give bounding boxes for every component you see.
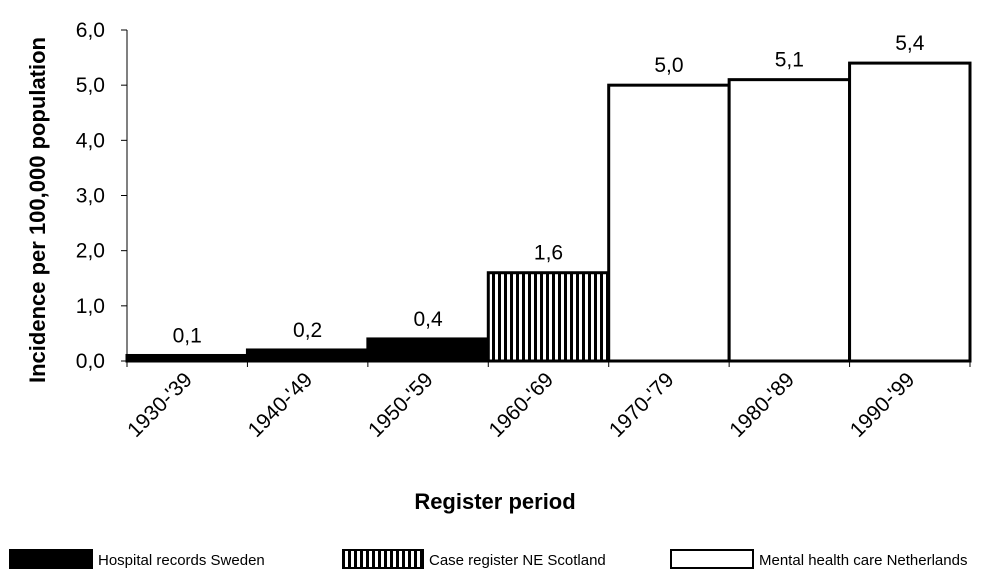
data-label: 1,6 bbox=[534, 242, 563, 265]
legend-swatch bbox=[9, 549, 93, 569]
legend-item: Hospital records Sweden bbox=[9, 549, 265, 569]
y-axis-label: Incidence per 100,000 population bbox=[25, 37, 50, 383]
bar-1980-'89 bbox=[727, 78, 852, 363]
y-axis-title: Incidence per 100,000 population bbox=[25, 37, 50, 383]
data-label: 0,1 bbox=[173, 324, 202, 347]
y-tick-label: 2,0 bbox=[76, 240, 105, 263]
legend: Hospital records Sweden Case register NE … bbox=[9, 549, 967, 569]
data-label: 5,1 bbox=[775, 49, 804, 72]
data-label: 5,0 bbox=[654, 54, 683, 77]
bar-1970-'79 bbox=[607, 83, 731, 363]
x-tick-label: 1950-'59 bbox=[364, 368, 438, 442]
x-tick-label: 1990-'99 bbox=[846, 368, 920, 442]
bar-1940-'49 bbox=[245, 348, 370, 363]
y-tick-label: 6,0 bbox=[76, 19, 105, 42]
bar-1960-'69 bbox=[486, 271, 611, 363]
data-label: 0,4 bbox=[413, 308, 443, 331]
y-tick-label: 5,0 bbox=[76, 74, 105, 97]
x-axis-label: Register period bbox=[414, 489, 575, 514]
bar-1930-'39 bbox=[125, 353, 249, 363]
y-tick-label: 3,0 bbox=[76, 185, 105, 208]
y-tick-label: 1,0 bbox=[76, 295, 105, 318]
legend-label: Mental health care Netherlands bbox=[759, 552, 967, 569]
x-tick-label: 1980-'89 bbox=[725, 368, 799, 442]
x-tick-label: 1960-'69 bbox=[484, 368, 558, 442]
legend-item: Mental health care Netherlands bbox=[670, 549, 967, 569]
y-tick-label: 4,0 bbox=[76, 129, 105, 152]
x-tick-label: 1940-'49 bbox=[244, 368, 318, 442]
legend-label: Case register NE Scotland bbox=[429, 552, 606, 569]
legend-label: Hospital records Sweden bbox=[98, 552, 265, 569]
x-tick-label: 1970-'79 bbox=[605, 368, 679, 442]
data-label: 0,2 bbox=[293, 319, 322, 342]
legend-swatch bbox=[670, 549, 754, 569]
bar-1990-'99 bbox=[848, 61, 972, 363]
y-tick-label: 0,0 bbox=[76, 350, 105, 373]
legend-swatch bbox=[342, 549, 424, 569]
bar-1950-'59 bbox=[366, 337, 490, 363]
data-label: 5,4 bbox=[895, 32, 925, 55]
x-tick-label: 1930-'39 bbox=[123, 368, 197, 442]
legend-item: Case register NE Scotland bbox=[342, 549, 606, 569]
